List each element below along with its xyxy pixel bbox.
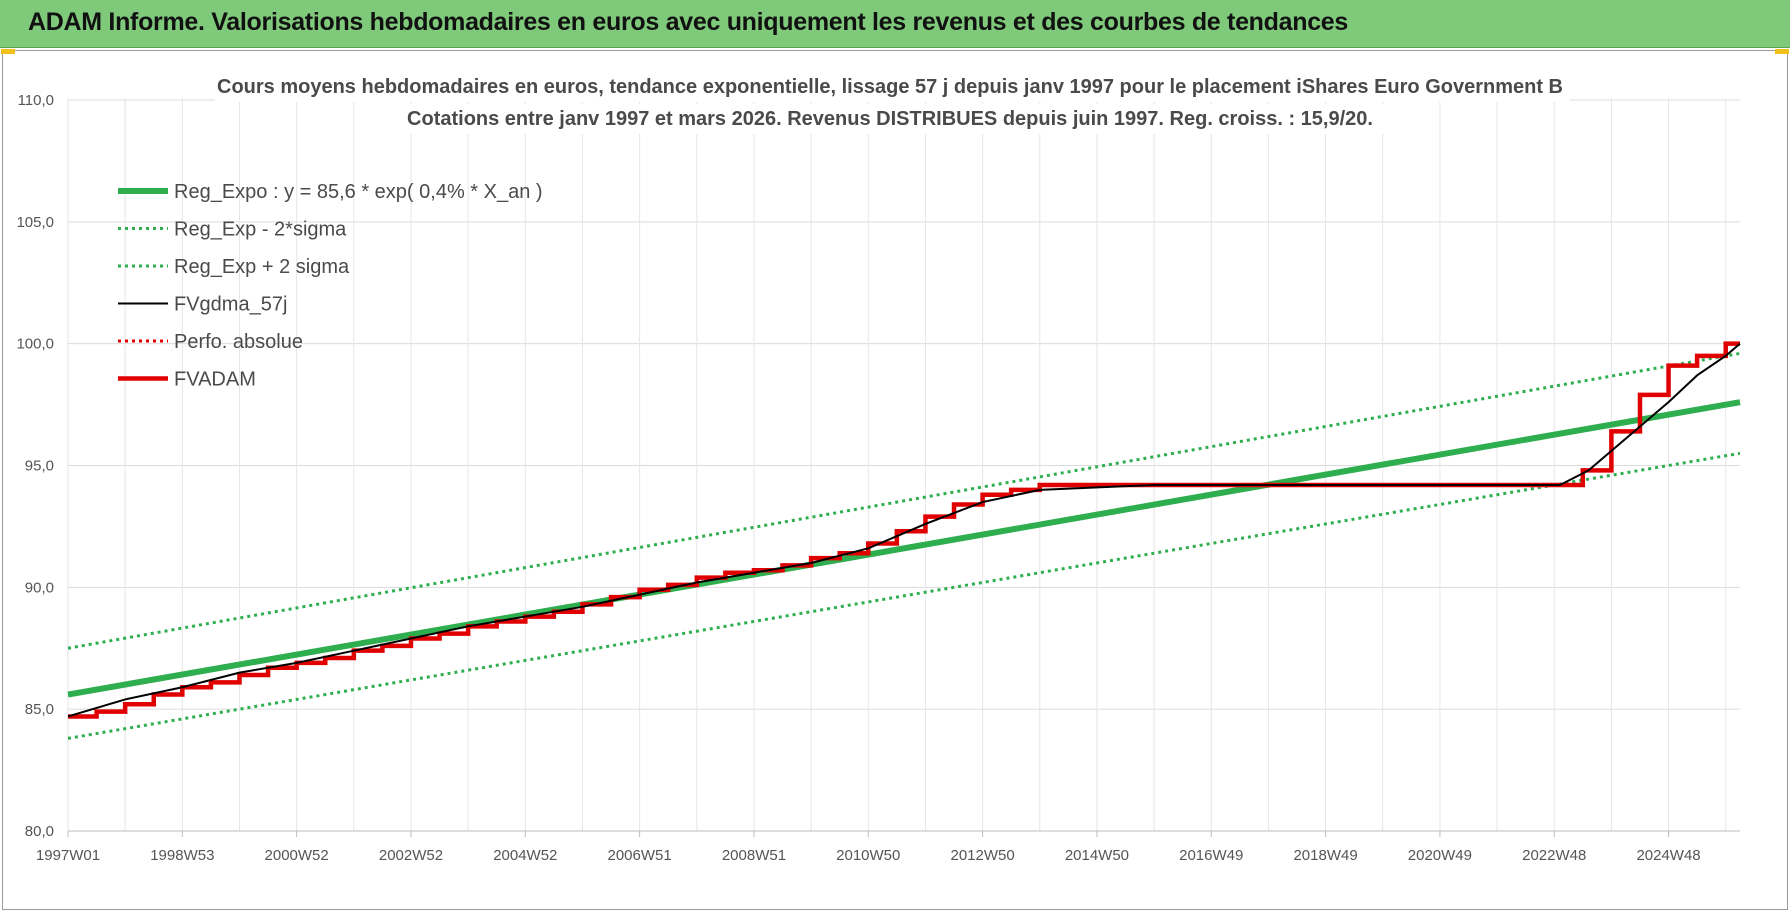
y-tick-label: 85,0 [25, 701, 54, 718]
x-tick-label: 2020W49 [1408, 847, 1472, 864]
y-tick-label: 90,0 [25, 579, 54, 596]
x-tick-label: 2012W50 [950, 847, 1014, 864]
x-tick-label: 2004W52 [493, 847, 557, 864]
legend-label-6: FVADAM [174, 369, 256, 391]
subtitle-background [390, 104, 1390, 134]
x-tick-label: 2016W49 [1179, 847, 1243, 864]
legend: Reg_Expo : y = 85,6 * exp( 0,4% * X_an )… [118, 181, 543, 391]
y-tick-label: 95,0 [25, 458, 54, 475]
series-line-2 [67, 451, 1741, 740]
corner-marker [1775, 49, 1789, 54]
grid [67, 98, 1740, 832]
x-tick-label: 2008W51 [722, 847, 786, 864]
series-line-1 [67, 399, 1741, 698]
series-line-3 [67, 351, 1741, 650]
page-title: ADAM Informe. Valorisations hebdomadaire… [28, 8, 1349, 36]
series-line-6 [68, 341, 1740, 719]
y-tick-label: 80,0 [25, 823, 54, 840]
x-tick-label: 2022W48 [1522, 847, 1586, 864]
x-tick-label: 2006W51 [608, 847, 672, 864]
x-tick-label: 1998W53 [150, 847, 214, 864]
header-banner: ADAM Informe. Valorisations hebdomadaire… [0, 0, 1790, 48]
x-tick-label: 2010W50 [836, 847, 900, 864]
plot-area [67, 341, 1741, 740]
legend-label-4: FVgdma_57j [174, 294, 287, 316]
x-tick-label: 1997W01 [36, 847, 100, 864]
y-tick-label: 110,0 [18, 92, 54, 109]
x-tick-label: 2018W49 [1293, 847, 1357, 864]
corner-marker [1, 49, 15, 54]
series-line-4 [67, 342, 1741, 718]
chart-subtitle: Cotations entre janv 1997 et mars 2026. … [407, 108, 1373, 130]
x-tick-label: 2014W50 [1065, 847, 1129, 864]
chart-title: Cours moyens hebdomadaires en euros, ten… [217, 76, 1563, 98]
x-tick-label: 2002W52 [379, 847, 443, 864]
x-axis: 1997W01 1998W53 2000W52 2002W52 2004W52 2006W… [36, 831, 1701, 864]
y-axis: 80,0 85,0 90,0 95,0 100,0 105,0 110,0 [16, 92, 54, 840]
title-background [215, 70, 1570, 102]
x-tick-label: 2000W52 [265, 847, 329, 864]
x-tick-label: 2024W48 [1636, 847, 1700, 864]
chart-frame [1, 49, 1789, 910]
chart-title-block: Cours moyens hebdomadaires en euros, ten… [215, 70, 1570, 134]
legend-label-3: Reg_Exp + 2 sigma [174, 256, 350, 278]
legend-label-2: Reg_Exp - 2*sigma [174, 219, 347, 241]
y-tick-label: 105,0 [16, 214, 54, 231]
y-tick-label: 100,0 [16, 336, 54, 353]
legend-label-1: Reg_Expo : y = 85,6 * exp( 0,4% * X_an ) [174, 181, 543, 203]
legend-label-5: Perfo. absolue [174, 331, 303, 353]
